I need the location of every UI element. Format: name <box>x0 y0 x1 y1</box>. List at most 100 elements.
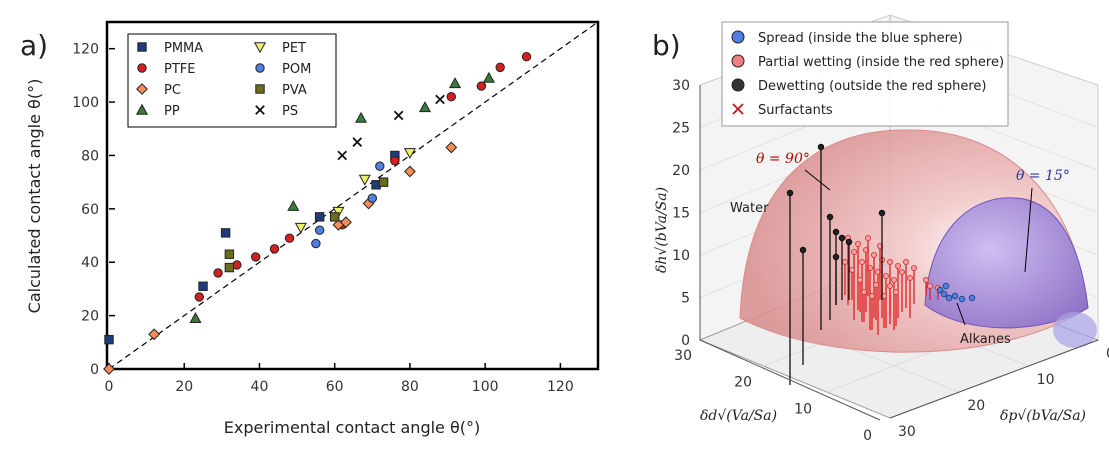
right-tick-label: 10 <box>1037 372 1055 388</box>
partial-wetting-point <box>865 234 872 241</box>
dewetting-point <box>817 143 825 151</box>
series-pet <box>294 148 416 234</box>
left-tick-label: 0 <box>863 428 872 444</box>
dewetting-point <box>832 253 840 261</box>
panel-b-letter: b) <box>652 29 681 62</box>
dewetting-point <box>838 234 846 242</box>
y-tick-label: 60 <box>81 202 99 218</box>
partial-wetting-point <box>907 274 914 281</box>
data-point-pet <box>332 206 345 218</box>
data-point-pva <box>224 262 235 273</box>
data-point-pp <box>189 312 202 323</box>
series-pc <box>103 141 458 375</box>
data-point-ptfe <box>194 292 204 302</box>
panel-a: a) 0 20 40 60 80 100 120 0 20 40 60 80 100 120 Experi… <box>20 20 600 437</box>
water-label: Water <box>730 201 769 216</box>
right-tick-label: 30 <box>898 424 916 440</box>
data-point-pc <box>340 216 352 229</box>
theta-90-pointer <box>804 169 831 191</box>
data-stems <box>786 143 976 385</box>
partial-wetting-point <box>911 264 918 271</box>
partial-wetting-point <box>923 276 930 283</box>
data-point-ptfe <box>446 92 456 102</box>
data-point-pom <box>311 238 321 249</box>
dewetting-point <box>786 189 794 197</box>
data-point-ptfe <box>390 156 400 166</box>
right-tick-label: 20 <box>967 398 985 414</box>
data-point-pet <box>358 174 371 186</box>
alkanes-label: Alkanes <box>960 332 1011 347</box>
data-point-pp <box>418 101 432 113</box>
right-axis-label: δp√(bVa/Sa) <box>1000 408 1086 424</box>
left-axis-label: δd√(Va/Sa) <box>700 408 777 424</box>
left-tick-label: 30 <box>674 348 692 364</box>
z-tick-label: 10 <box>672 248 690 264</box>
partial-wetting-point <box>903 258 910 265</box>
data-point-ptfe <box>521 52 532 62</box>
y-axis-label: Calculated contact angle θ(°) <box>25 79 44 314</box>
legend-b-label: Spread (inside the blue sphere) <box>758 31 963 46</box>
x-axis-label: Experimental contact angle θ(°) <box>224 418 481 437</box>
partial-wetting-point <box>893 288 900 295</box>
axes-a: 0 20 40 60 80 100 120 0 20 40 60 80 100 120 <box>72 42 573 395</box>
legend-marker-pc <box>136 83 148 95</box>
data-point-ptfe <box>495 62 505 73</box>
legend-label-pva: PVA <box>282 83 307 98</box>
theta-15-pointer <box>1024 187 1033 273</box>
legend-marker-pet <box>253 42 267 54</box>
z-tick-label: 15 <box>672 206 690 222</box>
partial-wetting-point <box>891 276 898 283</box>
data-point-pet <box>403 148 416 160</box>
data-point-pp <box>354 111 368 123</box>
series-pva <box>224 177 389 273</box>
legend-b-marker <box>732 103 744 115</box>
partial-wetting-point <box>849 266 856 273</box>
z-tick-label: 30 <box>672 78 690 94</box>
panel-b: b) Water Alkanes θ = 90° θ = 15° 0 5 10 15 2… <box>652 14 1109 444</box>
z-tick-label: 0 <box>681 333 690 349</box>
legend-marker-ptfe <box>137 63 147 73</box>
legend-marker-ps <box>255 105 265 115</box>
partial-wetting-point <box>871 251 878 258</box>
y-tick-label: 80 <box>81 148 99 164</box>
legend-label-pc: PC <box>164 83 181 98</box>
y-tick-label: 0 <box>90 362 99 378</box>
right-tick-label: 0 <box>1106 346 1109 362</box>
partial-wetting-point <box>873 281 880 288</box>
partial-wetting-point <box>861 288 868 295</box>
partial-wetting-point <box>857 276 864 283</box>
series-ps <box>337 94 445 161</box>
series-pp <box>189 71 495 323</box>
data-point-pmma <box>220 228 231 238</box>
x-tick-label: 20 <box>175 379 193 395</box>
dewetting-point <box>799 246 807 254</box>
legend-label-pom: POM <box>282 62 311 77</box>
spread-point <box>951 292 959 300</box>
x-tick-label: 0 <box>105 379 114 395</box>
partial-wetting-point <box>851 248 858 255</box>
dewetting-point <box>832 228 840 236</box>
partial-wetting-point <box>887 258 894 265</box>
data-point-pc <box>404 165 416 178</box>
data-point-pc <box>148 328 161 341</box>
legend-b-marker <box>731 54 745 68</box>
axes-b: 0 5 10 15 20 25 30 30 20 10 0 0 10 20 30 <box>672 78 1109 444</box>
data-point-pva <box>329 212 340 222</box>
left-tick-label: 10 <box>794 401 812 417</box>
legend-b-box <box>721 21 1009 127</box>
partial-wetting-point <box>895 262 902 269</box>
alkanes-pointer <box>956 302 966 326</box>
data-point-pva <box>378 177 389 187</box>
z-axis-label: δh√(bVa/Sa) <box>654 187 670 273</box>
spread-point <box>945 294 953 302</box>
partial-wetting-point <box>887 282 894 289</box>
right-axis-line <box>889 339 1099 419</box>
legend-label-pmma: PMMA <box>164 41 203 56</box>
x-tick-label: 60 <box>326 379 344 395</box>
spread-point <box>968 294 976 302</box>
data-point-pc <box>103 363 115 375</box>
z-tick-label: 5 <box>681 291 690 307</box>
x-tick-label: 80 <box>401 379 419 395</box>
data-point-pmma <box>314 212 325 222</box>
